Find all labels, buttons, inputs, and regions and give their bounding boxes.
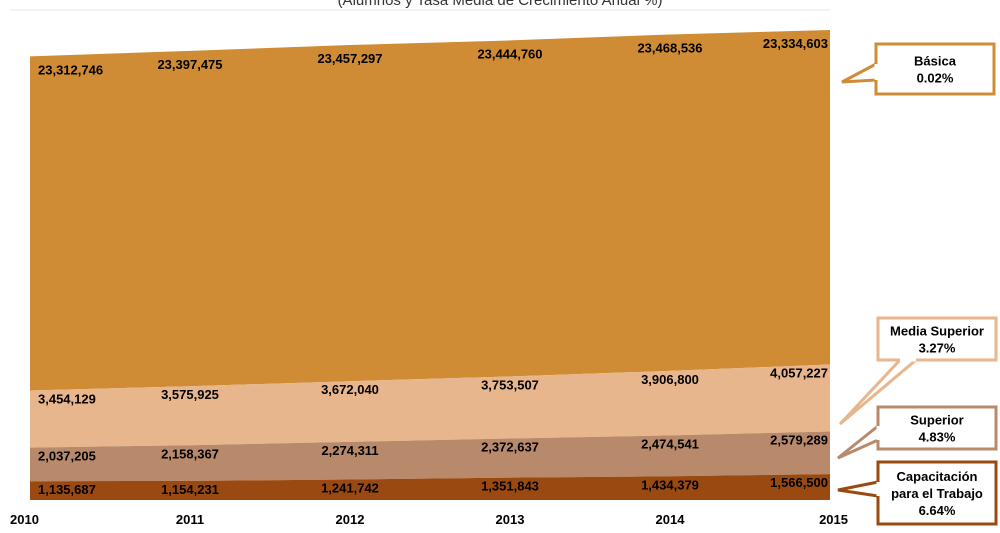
value-label: 3,672,040	[321, 382, 379, 397]
value-label: 23,312,746	[38, 62, 103, 77]
value-label: 23,397,475	[157, 57, 222, 72]
value-label: 3,753,507	[481, 377, 539, 392]
callout-superior: Superior 4.83%	[837, 405, 998, 460]
value-label: 3,575,925	[161, 387, 219, 402]
callout-text: 0.02%	[917, 71, 954, 86]
value-labels: 1,135,687 1,154,231 1,241,742 1,351,843 1,43…	[38, 36, 828, 497]
series-callouts: Capacitación para el Trabajo 6.64% Superior…	[837, 42, 998, 526]
area-superior	[30, 431, 830, 482]
x-tick-label: 2015	[819, 512, 848, 527]
callout-box	[876, 316, 998, 362]
callout-text: 4.83%	[919, 430, 956, 445]
x-tick-label: 2011	[176, 512, 204, 527]
x-tick-label: 2012	[336, 512, 365, 527]
callout-text: Básica	[914, 54, 957, 69]
value-label: 1,154,231	[161, 482, 219, 497]
value-label: 1,434,379	[641, 477, 699, 492]
value-label: 2,037,205	[38, 449, 96, 464]
chart-subtitle: (Alumnos y Tasa Media de Crecimiento Anu…	[337, 0, 663, 9]
callout-media-superior: Media Superior 3.27%	[838, 316, 998, 426]
callout-text: Media Superior	[890, 324, 984, 339]
area-capacitaci-n-para-el-trabajo	[30, 474, 830, 500]
callout-text: 6.64%	[919, 503, 956, 518]
value-label: 1,241,742	[321, 480, 379, 495]
x-tick-label: 2014	[656, 512, 686, 527]
callout-text: para el Trabajo	[891, 486, 983, 501]
value-label: 1,135,687	[38, 482, 96, 497]
value-label: 2,274,311	[321, 443, 378, 458]
x-tick-label: 2010	[10, 512, 39, 527]
callout-capacitaci-n-para-el-trabajo: Capacitación para el Trabajo 6.64%	[837, 460, 998, 526]
area-layers	[30, 30, 830, 500]
callout-text: 3.27%	[919, 341, 956, 356]
x-tick-label: 2013	[496, 512, 525, 527]
callout-text: Superior	[910, 413, 963, 428]
value-label: 23,468,536	[637, 40, 702, 55]
area-b-sica	[30, 30, 830, 391]
callout-box	[874, 42, 996, 96]
value-label: 23,334,603	[763, 36, 828, 51]
callout-box	[876, 460, 998, 526]
callout-pointer	[841, 61, 878, 84]
callout-b-sica: Básica 0.02%	[841, 42, 996, 96]
value-label: 1,351,843	[481, 479, 539, 494]
callout-pointer	[837, 480, 880, 498]
area-media-superior	[30, 364, 830, 448]
value-label: 23,444,760	[477, 46, 542, 61]
value-label: 1,566,500	[770, 475, 828, 490]
callout-text: Capacitación	[897, 469, 978, 484]
value-label: 2,474,541	[641, 436, 699, 451]
value-label: 23,457,297	[317, 51, 382, 66]
value-label: 3,906,800	[641, 372, 699, 387]
value-label: 2,372,637	[481, 439, 539, 454]
callout-box	[876, 405, 998, 451]
value-label: 2,158,367	[161, 446, 219, 461]
value-label: 4,057,227	[770, 365, 828, 380]
value-label: 3,454,129	[38, 392, 96, 407]
value-label: 2,579,289	[770, 433, 828, 448]
callout-pointer	[837, 422, 880, 460]
x-axis-ticks: 2010 2011 2012 2013 2014 2015	[10, 512, 848, 527]
